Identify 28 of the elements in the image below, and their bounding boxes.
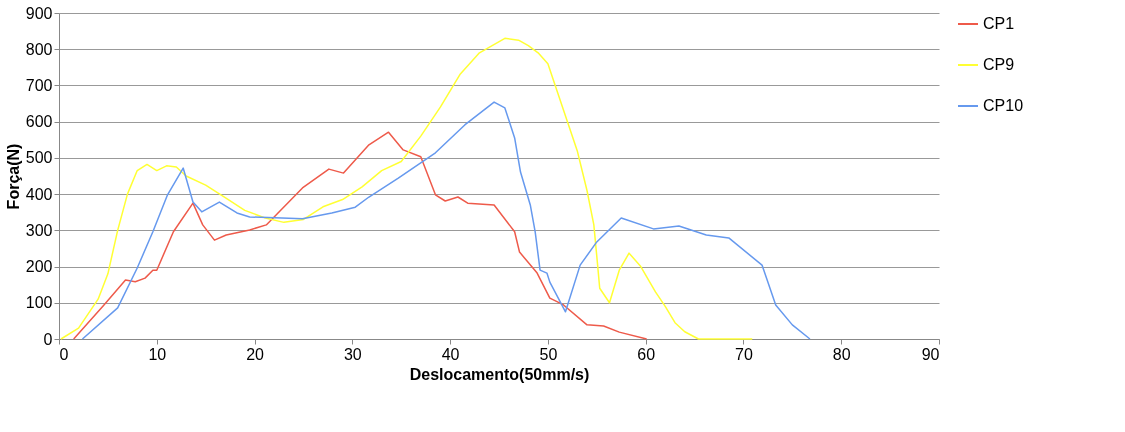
- y-tick-label: 400: [25, 185, 53, 203]
- x-tick-label: 70: [735, 345, 753, 363]
- x-tick-label: 50: [539, 345, 558, 363]
- y-tick-label: 700: [25, 76, 53, 94]
- x-tick-label: 90: [921, 345, 940, 363]
- legend-label: CP10: [983, 97, 1024, 114]
- y-tick-label: 900: [25, 4, 53, 22]
- x-tick-label: 60: [637, 345, 656, 363]
- x-tick-label: 20: [246, 345, 265, 363]
- y-tick-label: 800: [25, 40, 53, 58]
- y-tick-label: 100: [25, 294, 53, 312]
- y-tick-label: 500: [25, 149, 53, 167]
- y-axis-title: Força(N): [4, 143, 22, 210]
- x-tick-label: 80: [832, 345, 851, 363]
- x-tick-label: 10: [148, 345, 167, 363]
- y-tick-label: 0: [43, 330, 53, 348]
- x-axis-title: Deslocamento(50mm/s): [409, 365, 590, 383]
- x-tick-label: 0: [59, 345, 69, 363]
- x-tick-label: 30: [343, 345, 362, 363]
- legend-label: CP9: [983, 56, 1015, 73]
- y-tick-label: 300: [25, 221, 53, 239]
- y-tick-label: 600: [25, 113, 53, 131]
- legend-label: CP1: [983, 15, 1015, 32]
- y-tick-label: 200: [25, 258, 53, 276]
- line-series: [72, 131, 648, 340]
- line-series: [81, 101, 811, 340]
- line-series: [60, 37, 753, 340]
- x-tick-label: 40: [441, 345, 460, 363]
